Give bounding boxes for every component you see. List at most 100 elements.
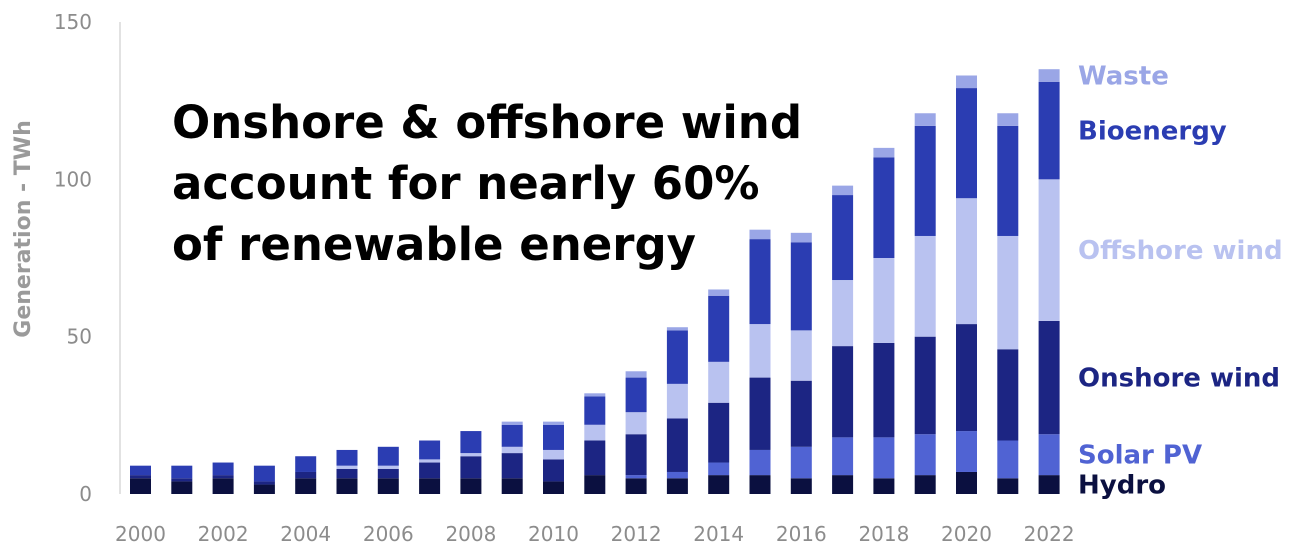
bar-segment-onshore-wind	[460, 456, 482, 479]
bar-segment-offshore-wind	[666, 383, 688, 419]
x-tick-label: 2012	[611, 522, 662, 546]
bar-segment-hydro	[1038, 475, 1060, 494]
x-tick-label: 2010	[528, 522, 579, 546]
bar-segment-hydro	[336, 478, 358, 494]
bar-segment-onshore-wind	[790, 380, 812, 447]
bar-segment-hydro	[997, 478, 1019, 494]
bar-segment-onshore-wind	[666, 418, 688, 472]
bar-stack-2018	[873, 147, 895, 494]
bar-segment-hydro	[130, 478, 151, 494]
bar-segment-onshore-wind	[1038, 320, 1060, 435]
annotation-line: Onshore & offshore wind	[172, 96, 802, 149]
bar-segment-waste	[790, 232, 812, 243]
annotation-line: account for nearly 60%	[172, 157, 759, 210]
bar-segment-onshore-wind	[914, 336, 936, 435]
bar-segment-offshore-wind	[625, 412, 647, 435]
bar-segment-hydro	[625, 478, 647, 494]
bar-segment-bioenergy	[130, 465, 151, 476]
bar-segment-waste	[873, 147, 895, 158]
bar-segment-hydro	[171, 481, 193, 494]
bar-segment-onshore-wind	[253, 481, 275, 485]
bar-segment-hydro	[212, 478, 234, 494]
bar-stack-2022	[1038, 69, 1060, 494]
bar-segment-offshore-wind	[956, 198, 977, 325]
bar-segment-offshore-wind	[790, 330, 812, 381]
bar-segment-hydro	[295, 478, 317, 494]
bar-stack-2011	[584, 393, 606, 494]
y-tick-label: 50	[67, 325, 92, 349]
bar-segment-waste	[543, 421, 564, 425]
bar-segment-waste	[501, 421, 523, 425]
bar-segment-waste	[708, 289, 730, 296]
bar-segment-solar-pv	[956, 431, 977, 472]
bar-segment-solar-pv	[914, 434, 936, 476]
legend-label-offshore-wind: Offshore wind	[1078, 236, 1283, 266]
x-tick-labels: 2000 2002 2004 2006 2008 2010 2012 2014 2016 2018…	[115, 522, 1075, 546]
bar-segment-onshore-wind	[336, 468, 358, 479]
bar-segment-hydro	[832, 475, 854, 494]
bar-segment-bioenergy	[253, 465, 275, 482]
bar-segment-offshore-wind	[584, 424, 606, 441]
bar-segment-hydro	[419, 478, 441, 494]
x-tick-label: 2004	[280, 522, 331, 546]
x-tick-label: 2008	[445, 522, 496, 546]
bar-segment-waste	[956, 75, 977, 89]
bar-stack-2010	[543, 421, 564, 494]
x-tick-label: 2022	[1024, 522, 1075, 546]
bar-segment-bioenergy	[419, 440, 441, 460]
bar-segment-hydro	[790, 478, 812, 494]
bar-segment-hydro	[460, 478, 482, 494]
legend-label-bioenergy: Bioenergy	[1078, 117, 1227, 147]
bar-segment-onshore-wind	[295, 471, 317, 479]
bar-segment-hydro	[956, 471, 977, 494]
bar-segment-hydro	[584, 475, 606, 494]
bar-segment-offshore-wind	[460, 453, 482, 457]
bar-segment-hydro	[253, 484, 275, 494]
bar-segment-onshore-wind	[171, 478, 193, 482]
bar-segment-bioenergy	[666, 330, 688, 384]
bar-segment-bioenergy	[1038, 81, 1060, 180]
bar-stack-2013	[666, 327, 688, 494]
bar-segment-bioenergy	[460, 431, 482, 454]
legend-label-waste: Waste	[1078, 61, 1169, 91]
bar-stack-2012	[625, 371, 647, 494]
bar-segment-onshore-wind	[543, 459, 564, 482]
bar-segment-bioenergy	[336, 449, 358, 466]
legend-label-hydro: Hydro	[1078, 471, 1166, 501]
annotation-line: of renewable energy	[172, 218, 696, 271]
bar-stack-2020	[956, 75, 977, 494]
y-tick-label: 0	[79, 482, 92, 506]
bar-stack-2009	[501, 421, 523, 494]
bar-segment-waste	[914, 113, 936, 126]
bar-segment-offshore-wind	[708, 361, 730, 403]
bar-segment-bioenergy	[295, 456, 317, 472]
bar-stack-2002	[212, 462, 234, 494]
bar-stack-2004	[295, 456, 317, 494]
bar-stack-2006	[377, 446, 399, 494]
bar-segment-bioenergy	[708, 295, 730, 362]
bar-segment-hydro	[543, 481, 564, 494]
bar-segment-solar-pv	[708, 462, 730, 476]
bar-segment-bioenergy	[543, 424, 564, 450]
bar-stack-2016	[790, 232, 812, 494]
bar-stack-2007	[419, 440, 441, 494]
bar-segment-onshore-wind	[832, 346, 854, 438]
x-tick-label: 2018	[858, 522, 909, 546]
x-tick-label: 2014	[693, 522, 744, 546]
bar-segment-offshore-wind	[419, 459, 441, 463]
bar-segment-waste	[666, 327, 688, 331]
bar-segment-offshore-wind	[749, 324, 771, 378]
bar-segment-offshore-wind	[1038, 179, 1060, 321]
bar-segment-waste	[832, 185, 854, 196]
bar-segment-waste	[625, 371, 647, 378]
y-tick-label: 150	[54, 10, 92, 34]
bar-segment-onshore-wind	[377, 468, 399, 479]
y-axis-title: Generation - TWh	[11, 120, 36, 337]
chart-annotation: Onshore & offshore wind account for nearl…	[172, 96, 802, 271]
bar-segment-onshore-wind	[212, 475, 234, 479]
bar-segment-solar-pv	[997, 440, 1019, 479]
bar-segment-offshore-wind	[832, 280, 854, 347]
